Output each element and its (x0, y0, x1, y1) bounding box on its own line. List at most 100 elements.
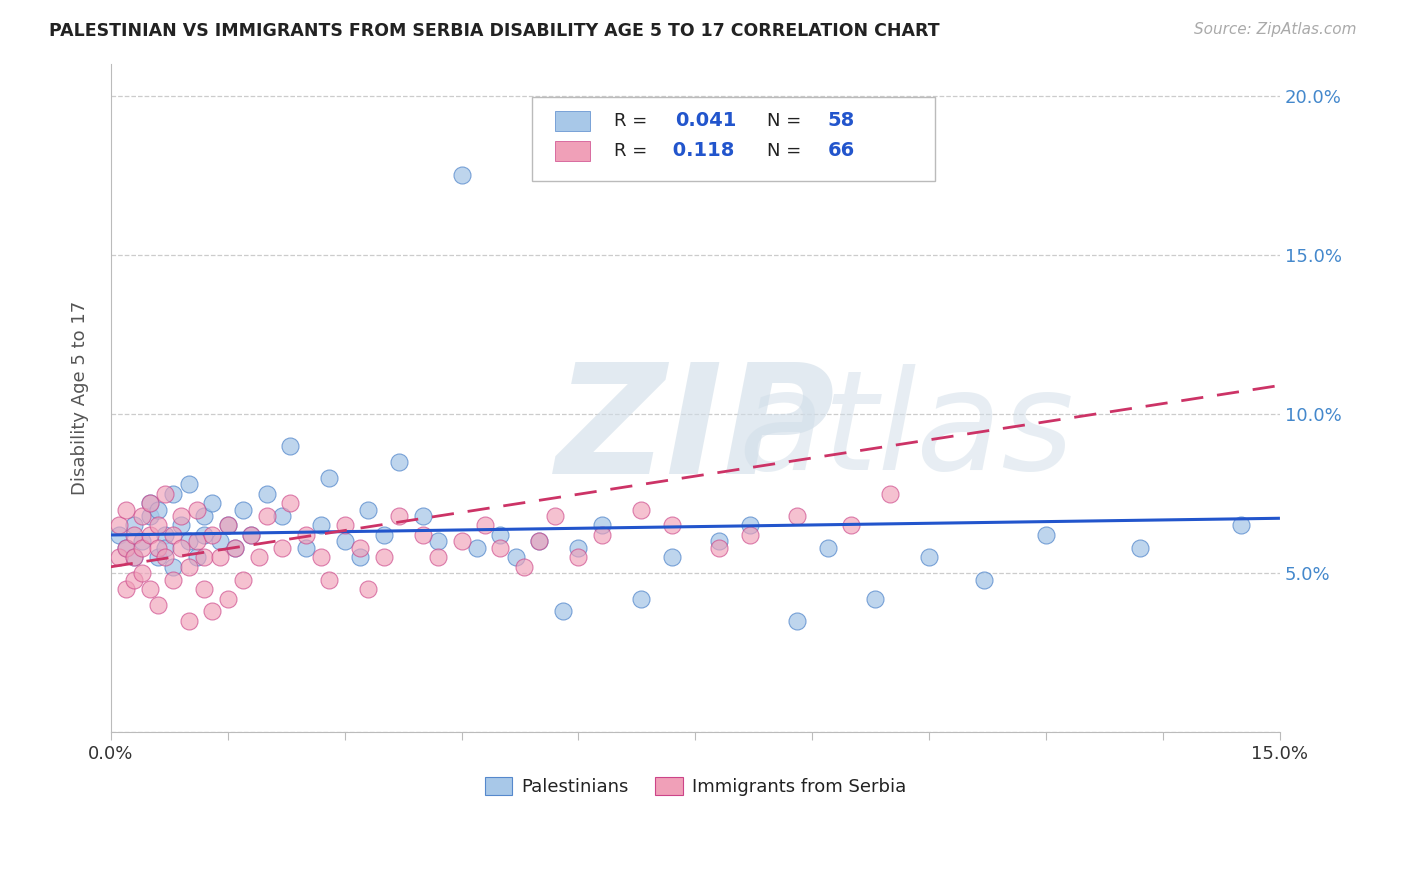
Point (217, 518, 239, 533)
Point (309, 550, 332, 565)
Point (240, 528, 263, 542)
Point (529, 534, 551, 549)
Point (193, 528, 215, 542)
Point (162, 573, 184, 587)
Point (193, 550, 215, 565)
Point (162, 528, 184, 542)
Point (817, 541, 839, 555)
Point (278, 439, 301, 453)
Point (1129, 541, 1152, 555)
Point (309, 518, 332, 533)
Text: ZIP: ZIP (555, 357, 835, 506)
Point (661, 550, 683, 565)
Point (193, 582, 215, 596)
Text: 0.041: 0.041 (675, 112, 737, 130)
Point (1035, 528, 1057, 542)
Point (131, 541, 153, 555)
Point (177, 559, 200, 574)
Point (412, 508, 434, 523)
Point (271, 508, 294, 523)
Point (146, 541, 169, 555)
Point (551, 604, 574, 618)
Point (863, 591, 886, 606)
Point (162, 559, 184, 574)
Point (240, 528, 263, 542)
Text: 0.118: 0.118 (666, 142, 734, 161)
Text: PALESTINIAN VS IMMIGRANTS FROM SERBIA DISABILITY AGE 5 TO 17 CORRELATION CHART: PALESTINIAN VS IMMIGRANTS FROM SERBIA DI… (49, 22, 939, 40)
Point (786, 508, 808, 523)
Point (170, 518, 193, 533)
Point (201, 604, 224, 618)
Point (170, 508, 193, 523)
Point (256, 486, 278, 500)
Point (122, 550, 145, 565)
Point (122, 573, 145, 587)
Point (170, 541, 193, 555)
Point (107, 550, 129, 565)
Point (122, 550, 145, 565)
Point (707, 534, 730, 549)
Point (450, 534, 472, 549)
Point (465, 541, 488, 555)
Point (271, 541, 294, 555)
FancyBboxPatch shape (531, 97, 935, 181)
Point (357, 582, 380, 596)
Point (738, 528, 761, 542)
Point (107, 528, 129, 542)
FancyBboxPatch shape (555, 141, 591, 161)
Point (388, 455, 411, 469)
Point (177, 614, 200, 628)
Point (707, 541, 730, 555)
Point (131, 534, 153, 549)
Point (131, 566, 153, 581)
Point (146, 550, 169, 565)
Point (318, 471, 340, 485)
Point (146, 518, 169, 533)
Text: R =: R = (613, 142, 652, 160)
Point (139, 582, 162, 596)
Point (256, 508, 278, 523)
Point (217, 518, 239, 533)
Text: atlas: atlas (738, 364, 1074, 499)
Text: 58: 58 (828, 112, 855, 130)
Point (333, 534, 356, 549)
Point (162, 486, 184, 500)
Point (155, 486, 177, 500)
Point (918, 550, 941, 565)
Point (155, 541, 177, 555)
Point (474, 518, 496, 533)
Point (333, 518, 356, 533)
Point (1230, 518, 1253, 533)
Point (630, 502, 652, 516)
Point (513, 559, 536, 574)
Point (349, 541, 371, 555)
Point (544, 508, 567, 523)
Point (186, 534, 208, 549)
Point (232, 502, 254, 516)
Point (839, 518, 862, 533)
Point (107, 518, 129, 533)
Point (115, 502, 138, 516)
Point (131, 508, 153, 523)
Point (224, 541, 246, 555)
Text: Source: ZipAtlas.com: Source: ZipAtlas.com (1194, 22, 1357, 37)
Point (139, 496, 162, 510)
Point (661, 518, 683, 533)
Point (373, 550, 395, 565)
Point (139, 508, 162, 523)
Point (505, 550, 527, 565)
Point (738, 518, 761, 533)
Point (412, 528, 434, 542)
Point (529, 534, 551, 549)
Point (357, 502, 380, 516)
Legend: Palestinians, Immigrants from Serbia: Palestinians, Immigrants from Serbia (478, 770, 912, 804)
Point (193, 508, 215, 523)
Point (186, 550, 208, 565)
Point (146, 502, 169, 516)
Point (294, 541, 316, 555)
Point (450, 169, 472, 183)
Point (427, 550, 450, 565)
Point (208, 550, 231, 565)
Point (373, 528, 395, 542)
Point (139, 496, 162, 510)
